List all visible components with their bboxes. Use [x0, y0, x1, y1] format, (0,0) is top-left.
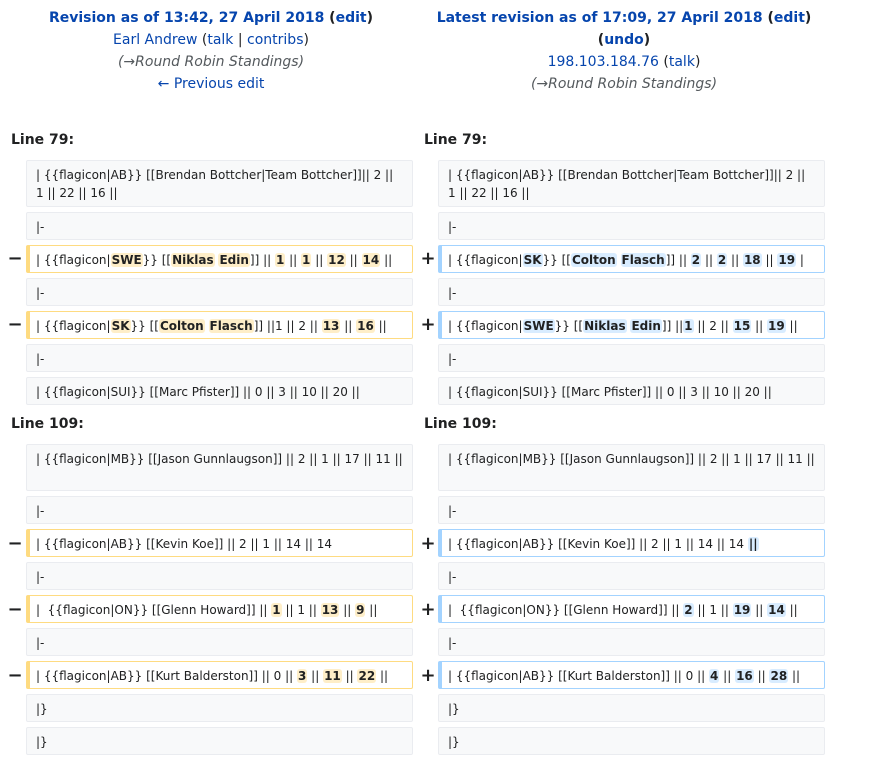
old-revision-edit-link[interactable]: edit	[335, 10, 367, 26]
addition-marker: +	[420, 248, 436, 269]
line-number-label: Line 79:	[424, 132, 488, 148]
added-line: | {{flagicon|SWE}} [[Niklas Edin]] ||1 |…	[438, 311, 825, 339]
new-revision-title-line: Latest revision as of 17:09, 27 April 20…	[424, 7, 824, 29]
undo-line: (undo)	[424, 29, 824, 51]
new-revision-user-link[interactable]: 198.103.184.76	[547, 54, 659, 70]
new-revision-edit-link[interactable]: edit	[773, 10, 805, 26]
added-line: | {{flagicon|ON}} [[Glenn Howard]] || 2 …	[438, 595, 825, 623]
line-number-label: Line 109:	[11, 416, 84, 432]
addition-marker: +	[420, 599, 436, 620]
new-revision-user-line: 198.103.184.76 (talk)	[424, 51, 824, 73]
context-line: |-	[438, 562, 825, 590]
old-revision-user-sep: |	[233, 32, 248, 48]
new-revision-title-link[interactable]: Latest revision as of 17:09, 27 April 20…	[436, 10, 763, 26]
undo-open: (	[597, 32, 605, 48]
new-revision-talk-link[interactable]: talk	[668, 54, 695, 70]
context-line: |-	[26, 278, 413, 306]
deleted-line: | {{flagicon|AB}} [[Kevin Koe]] || 2 || …	[26, 529, 413, 557]
new-revision-edit-open: (	[762, 10, 774, 26]
context-line: |}	[26, 727, 413, 755]
context-line: |}	[438, 694, 825, 722]
context-line: | {{flagicon|MB}} [[Jason Gunnlaugson]] …	[438, 444, 825, 491]
old-revision-title-line: Revision as of 13:42, 27 April 2018 (edi…	[11, 7, 411, 29]
addition-marker: +	[420, 314, 436, 335]
context-line: |-	[438, 496, 825, 524]
line-number-label: Line 79:	[11, 132, 75, 148]
addition-marker: +	[420, 665, 436, 686]
old-revision-summary: (→Round Robin Standings)	[117, 54, 305, 70]
context-line: | {{flagicon|MB}} [[Jason Gunnlaugson]] …	[26, 444, 413, 491]
new-revision-header: Latest revision as of 17:09, 27 April 20…	[424, 7, 824, 95]
deleted-line: | {{flagicon|SK}} [[Colton Flasch]] ||1 …	[26, 311, 413, 339]
context-line: |-	[438, 212, 825, 240]
context-line: | {{flagicon|AB}} [[Brendan Bottcher|Tea…	[26, 160, 413, 207]
context-line: |-	[26, 628, 413, 656]
context-line: |-	[26, 212, 413, 240]
addition-marker: +	[420, 533, 436, 554]
new-revision-summary: (→Round Robin Standings)	[530, 76, 718, 92]
deleted-line: | {{flagicon|ON}} [[Glenn Howard]] || 1 …	[26, 595, 413, 623]
old-revision-user-open: (	[197, 32, 208, 48]
line-number-label: Line 109:	[424, 416, 497, 432]
old-revision-contribs-link[interactable]: contribs	[247, 32, 304, 48]
context-line: |}	[438, 727, 825, 755]
deletion-marker: −	[7, 665, 23, 686]
old-revision-user-line: Earl Andrew (talk | contribs)	[11, 29, 411, 51]
new-revision-edit-close: )	[804, 10, 812, 26]
old-revision-user-close: )	[303, 32, 309, 48]
deletion-marker: −	[7, 599, 23, 620]
old-revision-edit-open: (	[324, 10, 336, 26]
undo-link[interactable]: undo	[604, 32, 644, 48]
old-revision-talk-link[interactable]: talk	[207, 32, 234, 48]
new-revision-talk-open: (	[658, 54, 669, 70]
old-revision-edit-close: )	[366, 10, 374, 26]
context-line: |-	[438, 628, 825, 656]
deletion-marker: −	[7, 314, 23, 335]
context-line: |-	[438, 278, 825, 306]
added-line: | {{flagicon|AB}} [[Kurt Balderston]] ||…	[438, 661, 825, 689]
new-revision-talk-close: )	[694, 54, 701, 70]
context-line: |-	[26, 344, 413, 372]
added-line: | {{flagicon|SK}} [[Colton Flasch]] || 2…	[438, 245, 825, 273]
undo-close: )	[643, 32, 651, 48]
deleted-line: | {{flagicon|SWE}} [[Niklas Edin]] || 1 …	[26, 245, 413, 273]
old-revision-user-link[interactable]: Earl Andrew	[113, 32, 198, 48]
previous-edit-link[interactable]: ← Previous edit	[157, 76, 265, 92]
context-line: |-	[26, 562, 413, 590]
context-line: |-	[438, 344, 825, 372]
context-line: | {{flagicon|AB}} [[Brendan Bottcher|Tea…	[438, 160, 825, 207]
deleted-line: | {{flagicon|AB}} [[Kurt Balderston]] ||…	[26, 661, 413, 689]
context-line: |-	[26, 496, 413, 524]
deletion-marker: −	[7, 533, 23, 554]
context-line: | {{flagicon|SUI}} [[Marc Pfister]] || 0…	[26, 377, 413, 405]
deletion-marker: −	[7, 248, 23, 269]
context-line: | {{flagicon|SUI}} [[Marc Pfister]] || 0…	[438, 377, 825, 405]
context-line: |}	[26, 694, 413, 722]
added-line: | {{flagicon|AB}} [[Kevin Koe]] || 2 || …	[438, 529, 825, 557]
old-revision-header: Revision as of 13:42, 27 April 2018 (edi…	[11, 7, 411, 95]
old-revision-title-link[interactable]: Revision as of 13:42, 27 April 2018	[48, 10, 325, 26]
